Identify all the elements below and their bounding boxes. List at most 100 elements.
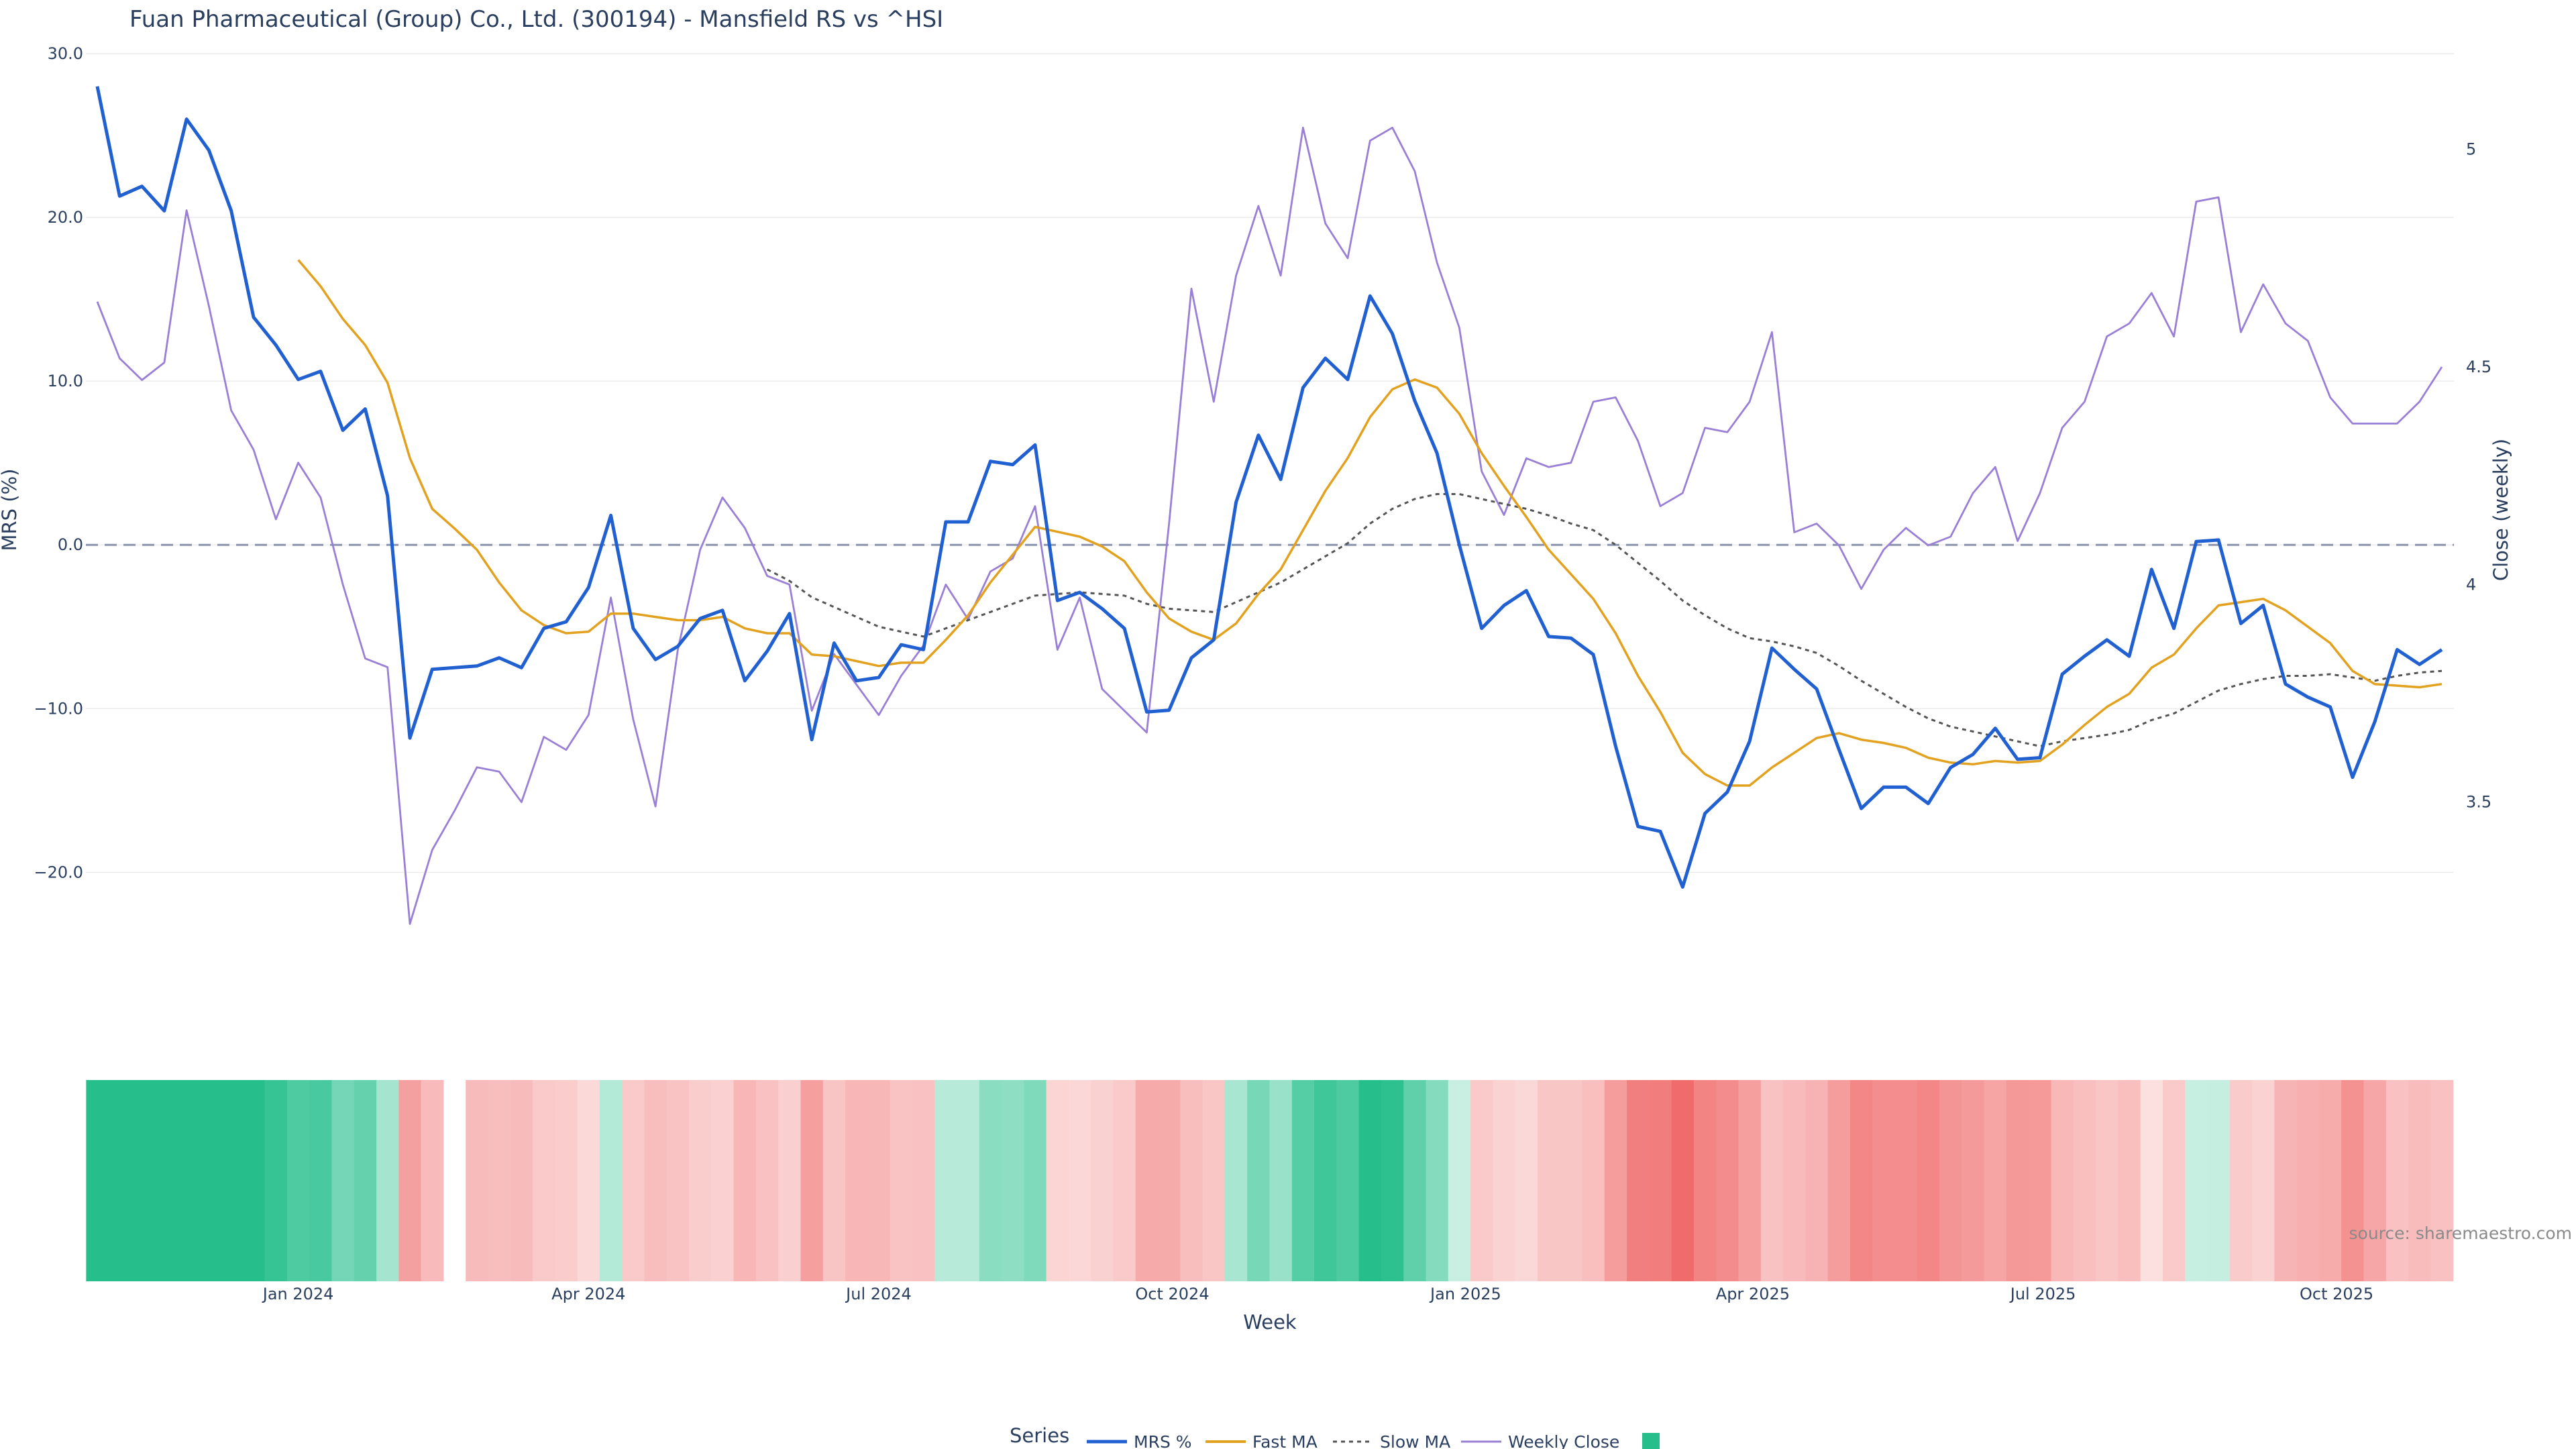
legend-label-slow-ma: Slow MA [1380, 1432, 1450, 1449]
regime-cell [1180, 1080, 1203, 1281]
regime-cell [1693, 1080, 1717, 1281]
legend-item-weekly-close: Weekly Close [1461, 1432, 1619, 1449]
regime-cell [1068, 1080, 1091, 1281]
regime-cell [934, 1080, 958, 1281]
regime-cell [1894, 1080, 1918, 1281]
series-weekly-close-line [96, 126, 2443, 925]
regime-cell [1783, 1080, 1806, 1281]
legend-label-weekly-close: Weekly Close [1508, 1432, 1619, 1449]
regime-cell [912, 1080, 935, 1281]
regime-cell [1872, 1080, 1896, 1281]
legend-label-mrs: MRS % [1134, 1432, 1192, 1449]
regime-cell [1024, 1080, 1047, 1281]
regime-cell [1716, 1080, 1739, 1281]
x-tick-label: Oct 2024 [1135, 1285, 1209, 1303]
regime-cell [1849, 1080, 1873, 1281]
regime-cell [108, 1080, 131, 1281]
regime-cell [1515, 1080, 1538, 1281]
y-tick-label: 30.0 [48, 44, 83, 63]
regime-cell [555, 1080, 578, 1281]
regime-cell [1381, 1080, 1404, 1281]
regime-cell [197, 1080, 221, 1281]
regime-cell [1247, 1080, 1271, 1281]
regime-cell [599, 1080, 623, 1281]
regime-cell [1269, 1080, 1293, 1281]
legend-title: Series [1010, 1424, 1069, 1447]
regime-cell [755, 1080, 779, 1281]
regime-cell [2185, 1080, 2208, 1281]
legend-swatch-regime [1642, 1433, 1660, 1449]
regime-cell [1336, 1080, 1360, 1281]
x-tick-label: Jul 2025 [2009, 1285, 2076, 1303]
x-tick-label: Oct 2025 [2300, 1285, 2373, 1303]
regime-cell [1224, 1080, 1248, 1281]
regime-cell [1984, 1080, 2007, 1281]
regime-cell [1113, 1080, 1136, 1281]
regime-cell [130, 1080, 154, 1281]
regime-cell [2252, 1080, 2275, 1281]
regime-cell [822, 1080, 846, 1281]
regime-cell [1448, 1080, 1471, 1281]
regime-cell [1671, 1080, 1695, 1281]
y-tick-label: −10.0 [34, 699, 83, 718]
regime-cell [2006, 1080, 2029, 1281]
y-tick-label: −20.0 [34, 863, 83, 881]
regime-cell [376, 1080, 399, 1281]
regime-cell [689, 1080, 712, 1281]
regime-cell [1560, 1080, 1583, 1281]
regime-cell [2274, 1080, 2298, 1281]
regime-cell [331, 1080, 355, 1281]
regime-cell [890, 1080, 913, 1281]
series-fast-ma-line [297, 259, 2443, 787]
regime-band [86, 1080, 2454, 1281]
regime-cell [2029, 1080, 2052, 1281]
regime-cell [2296, 1080, 2320, 1281]
y2-tick-label: 3.5 [2466, 793, 2491, 812]
regime-cell [1604, 1080, 1627, 1281]
regime-cell [1805, 1080, 1829, 1281]
regime-cell [2430, 1080, 2454, 1281]
regime-cell [398, 1080, 422, 1281]
regime-cell [1202, 1080, 1226, 1281]
y-tick-label: 10.0 [48, 372, 83, 390]
regime-cell [2207, 1080, 2231, 1281]
regime-cell [800, 1080, 824, 1281]
regime-cell [309, 1080, 333, 1281]
regime-cell [242, 1080, 266, 1281]
legend-item-mrs: MRS % [1087, 1432, 1192, 1449]
regime-cell [153, 1080, 176, 1281]
regime-cell [1358, 1080, 1382, 1281]
x-axis-title: Week [1243, 1311, 1297, 1334]
regime-cell [286, 1080, 310, 1281]
regime-cell [979, 1080, 1002, 1281]
regime-cell [2162, 1080, 2186, 1281]
legend: Series MRS % Fast MA Slow MA Weekly Clos… [1010, 1424, 1660, 1449]
regime-cell [1135, 1080, 1159, 1281]
regime-cell [2363, 1080, 2387, 1281]
regime-cell [1046, 1080, 1069, 1281]
regime-cell [2073, 1080, 2096, 1281]
regime-cell [1002, 1080, 1024, 1281]
y2-tick-label: 4.5 [2466, 358, 2491, 376]
regime-cell [1314, 1080, 1337, 1281]
legend-label-fast-ma: Fast MA [1252, 1432, 1318, 1449]
regime-cell [1537, 1080, 1560, 1281]
regime-cell [1291, 1080, 1315, 1281]
regime-cell [2341, 1080, 2365, 1281]
regime-cell [2408, 1080, 2431, 1281]
regime-cell [1760, 1080, 1784, 1281]
y2-axis-ticks: 5 4.5 4 3.5 [2466, 140, 2491, 812]
regime-cell [778, 1080, 802, 1281]
regime-cell [577, 1080, 600, 1281]
regime-cell [2318, 1080, 2342, 1281]
regime-cell [733, 1080, 757, 1281]
regime-cell [220, 1080, 243, 1281]
x-tick-label: Jan 2025 [1429, 1285, 1501, 1303]
y-axis-ticks: 30.0 20.0 10.0 0.0 −10.0 −20.0 [34, 44, 83, 881]
x-tick-label: Apr 2024 [551, 1285, 625, 1303]
regime-cell [2140, 1080, 2163, 1281]
regime-cell [867, 1080, 891, 1281]
regime-cell [1738, 1080, 1762, 1281]
regime-cell [1627, 1080, 1650, 1281]
